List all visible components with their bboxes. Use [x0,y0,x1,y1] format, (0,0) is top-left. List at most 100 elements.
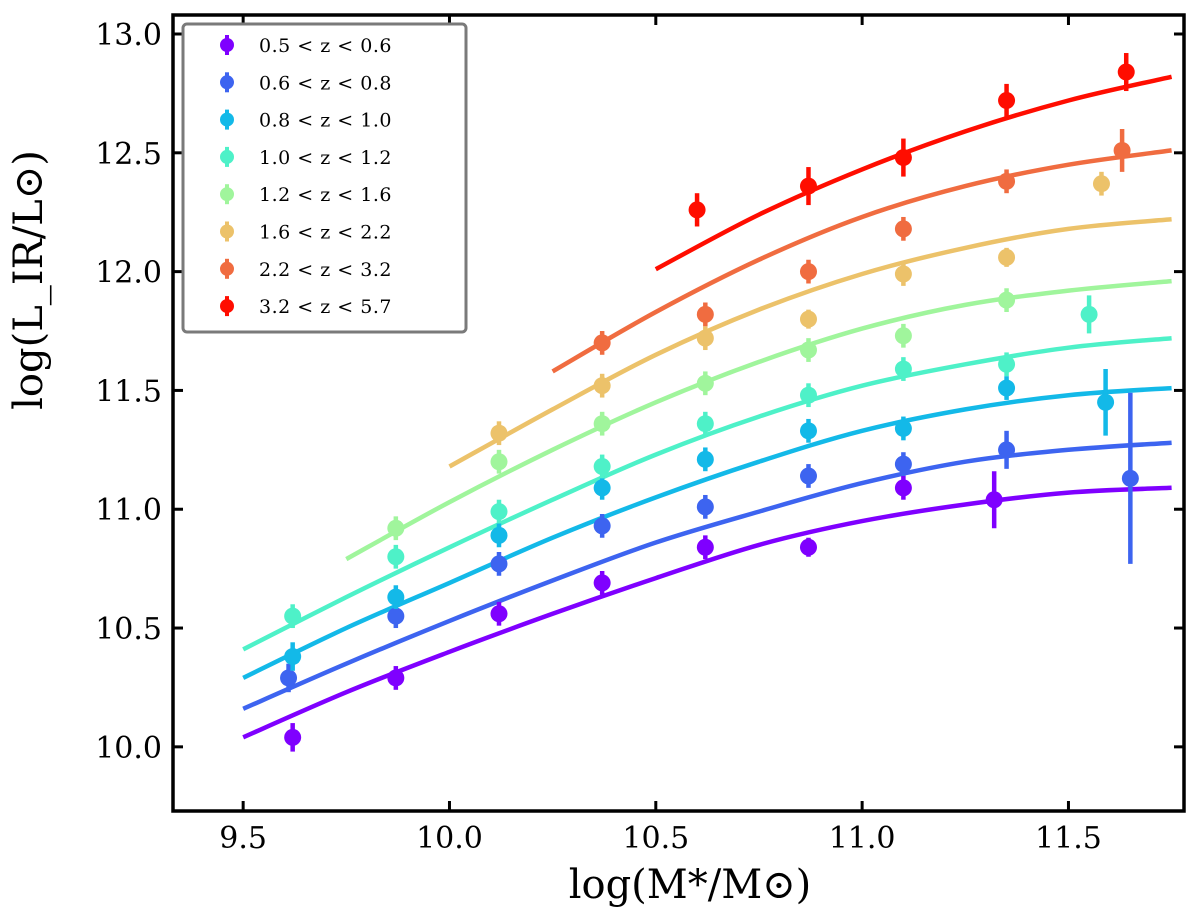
legend-label: 0.8 < z < 1.0 [259,110,392,132]
axis-ticks: 9.5 10.0 10.5 11.0 11.5 10.0 10.5 11.0 11.5 12.0 1… [95,15,1184,856]
data-point-s4-7 [894,360,912,378]
data-point-s3-9 [1097,393,1115,411]
fit-curve-series-7 [551,148,1172,374]
legend-marker [220,112,234,127]
data-points [280,53,1139,752]
data-point-s4-3 [490,503,508,521]
data-point-s8-4 [998,92,1016,110]
data-point-s5-3 [593,415,611,433]
y-tick-label: 10.0 [95,731,162,766]
legend-label: 1.2 < z < 1.6 [259,184,392,206]
x-tick-label: 9.5 [219,821,267,856]
data-point-s5-5 [799,341,817,359]
data-point-s4-2 [387,548,405,566]
data-point-s8-1 [688,201,706,219]
data-point-s4-6 [799,386,817,404]
data-point-s3-2 [387,588,405,606]
data-point-s7-3 [799,263,817,281]
data-point-s3-1 [284,648,302,666]
legend-marker [220,299,234,314]
data-point-s6-7 [1092,175,1110,193]
data-point-s2-6 [799,467,817,485]
y-tick-label: 11.5 [95,374,162,409]
data-point-s6-3 [696,329,714,347]
x-tick-label: 11.5 [1035,821,1102,856]
legend-label: 0.5 < z < 0.6 [259,35,392,57]
data-point-s3-8 [998,379,1016,397]
y-tick-label: 13.0 [95,18,162,53]
y-tick-label: 11.0 [95,493,162,528]
data-point-s8-3 [894,149,912,167]
legend-marker [220,187,234,202]
x-tick-label: 11.0 [829,821,896,856]
y-tick-label: 12.0 [95,256,162,291]
data-point-s2-2 [387,607,405,625]
data-point-s5-4 [696,374,714,392]
legend-marker [220,224,234,239]
legend-label: 2.2 < z < 3.2 [259,259,392,281]
data-point-s7-6 [1113,141,1131,159]
x-tick-label: 10.0 [416,821,483,856]
data-point-s1-3 [490,605,508,623]
data-point-s6-6 [998,248,1016,266]
data-point-s6-1 [490,424,508,442]
y-tick-label: 12.5 [95,137,162,172]
plot-frame [171,13,1186,813]
data-point-s2-3 [490,555,508,573]
fit-curve-series-8 [654,74,1173,272]
data-point-s2-1 [280,669,298,687]
data-point-s7-5 [998,172,1016,190]
data-point-s8-2 [799,177,817,195]
data-point-s7-1 [593,334,611,352]
data-point-s7-4 [894,220,912,238]
data-point-s3-7 [894,419,912,437]
data-point-s6-5 [894,265,912,283]
data-point-s4-5 [696,415,714,433]
legend-marker [220,261,234,276]
legend-label: 0.6 < z < 0.8 [259,72,392,94]
data-point-s4-1 [284,607,302,625]
data-point-s2-4 [593,517,611,535]
data-point-s8-5 [1117,63,1135,81]
fit-curve-series-2 [242,440,1172,711]
data-point-s4-9 [1080,305,1098,323]
y-tick-label: 10.5 [95,612,162,647]
data-point-s1-6 [799,538,817,556]
legend: 0.5 < z < 0.6 0.6 < z < 0.8 0.8 < z < 1.0 1… [181,22,468,334]
legend-marker [220,38,234,52]
data-point-s3-4 [593,479,611,497]
data-point-s1-4 [593,574,611,592]
legend-marker [220,149,234,164]
y-axis-label: log(L_IR/L⊙) [6,150,52,410]
legend-label: 1.0 < z < 1.2 [259,147,392,169]
data-point-s3-5 [696,450,714,468]
data-point-s1-2 [387,669,405,687]
legend-marker [220,75,234,90]
data-point-s4-8 [998,355,1016,373]
data-point-s3-3 [490,526,508,544]
data-point-s7-2 [696,305,714,323]
data-point-s4-4 [593,457,611,475]
data-point-s1-7 [894,479,912,497]
data-point-s2-5 [696,498,714,516]
data-point-s5-2 [490,453,508,471]
data-point-s6-2 [593,377,611,395]
fit-curve-series-6 [448,217,1172,469]
data-point-s2-8 [998,441,1016,459]
data-point-s5-7 [998,291,1016,309]
x-axis-label: log(M*/M⊙) [569,862,812,908]
data-point-s1-5 [696,538,714,556]
fit-curve-series-5 [345,278,1172,562]
data-point-s2-7 [894,455,912,473]
data-point-s5-6 [894,327,912,345]
legend-label: 1.6 < z < 2.2 [259,222,392,244]
data-point-s2-9 [1121,469,1139,487]
legend-box [181,22,468,334]
legend-label: 3.2 < z < 5.7 [259,296,392,318]
data-point-s1-8 [985,491,1003,509]
data-point-s5-1 [387,519,405,537]
data-point-s3-6 [799,422,817,440]
x-tick-label: 10.5 [622,821,689,856]
data-point-s1-1 [284,728,302,746]
